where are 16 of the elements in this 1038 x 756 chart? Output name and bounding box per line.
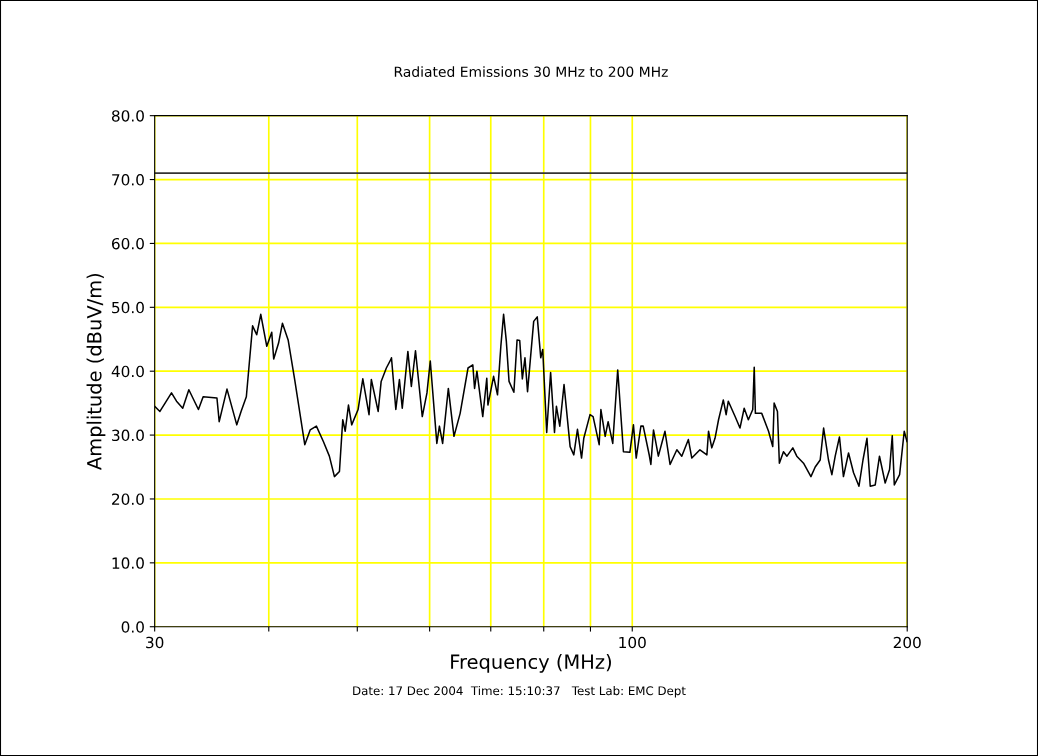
x-tick-label: 200 — [893, 636, 921, 649]
y-tick-label: 70.0 — [112, 174, 144, 186]
y-tick-label: 10.0 — [112, 557, 144, 569]
text: Date: 17 Dec 2004 Time: 15:10:37 Test Lab: EMC Dept — [353, 686, 686, 698]
y-tick-label: 50.0 — [112, 301, 144, 314]
y-tick-label: 40.0 — [111, 365, 144, 378]
x-axis-title: Frequency (MHz) — [451, 654, 611, 673]
y-tick-label: 20.0 — [112, 493, 144, 505]
x-tick-label: 100 — [619, 636, 646, 649]
y-tick-label: 80.0 — [111, 110, 144, 122]
y-axis-title: Amplitude (dBuV/m) — [86, 273, 106, 470]
y-tick-label: 30.0 — [112, 429, 144, 442]
x-tick-label: 30 — [146, 636, 164, 649]
chart-title: Radiated Emissions 30 MHz to 200 MHz — [394, 66, 668, 77]
y-tick-label: 60.0 — [111, 237, 144, 250]
y-tick-label: 0.0 — [121, 621, 144, 633]
